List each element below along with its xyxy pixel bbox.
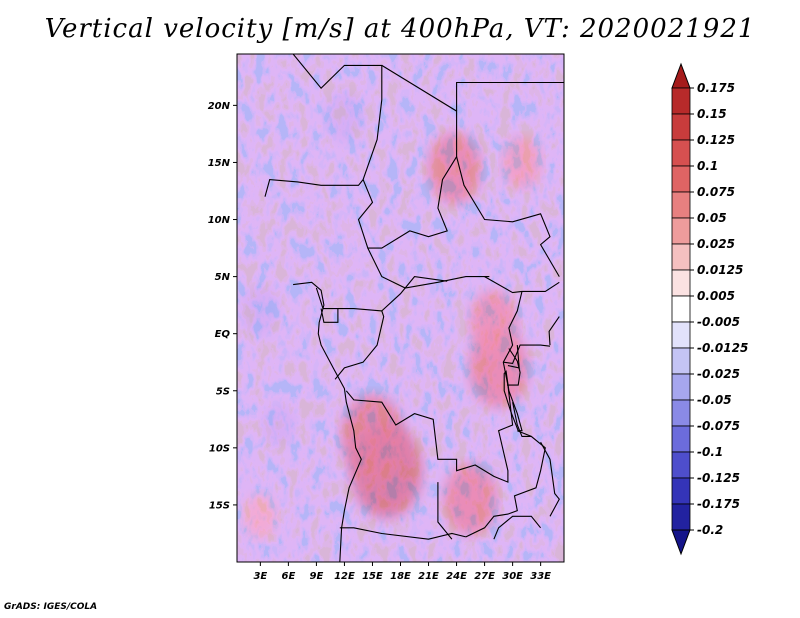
x-tick-label: 30E	[502, 571, 523, 582]
border-line	[381, 276, 448, 312]
colorbar-swatch	[671, 503, 691, 531]
colorbar-swatch	[671, 87, 691, 115]
y-tick-label: 10S	[209, 443, 230, 454]
colorbar-swatch	[671, 425, 691, 453]
border-line	[315, 287, 385, 380]
colorbar-label: -0.075	[697, 419, 740, 433]
colorbar-swatch	[671, 165, 691, 193]
border-line	[456, 156, 560, 277]
colorbar-label: -0.0125	[697, 341, 748, 355]
border-line	[548, 316, 560, 346]
colorbar-label: -0.005	[697, 315, 740, 329]
colorbar-swatch	[671, 321, 691, 349]
colorbar-label: 0.15	[697, 107, 727, 121]
colorbar-label: 0.025	[697, 237, 735, 251]
border-line	[367, 247, 490, 289]
x-axis: 3E 6E 9E 12E 15E 18E 21E 24E 27E 30E 33E	[253, 562, 551, 582]
border-line	[345, 291, 523, 483]
colorbar-swatch	[671, 139, 691, 167]
colorbar-swatch	[671, 399, 691, 427]
colorbar-swatch	[671, 295, 691, 323]
border-line	[493, 515, 542, 540]
y-tick-label: 15N	[208, 158, 231, 169]
y-tick-label: EQ	[215, 329, 231, 340]
y-tick-label: 15S	[209, 500, 230, 511]
border-line	[540, 441, 560, 517]
plot-area	[237, 54, 564, 562]
colorbar-label: 0.005	[697, 289, 735, 303]
x-tick-label: 6E	[281, 571, 295, 582]
footer-credit: GrADS: IGES/COLA	[4, 602, 98, 612]
colorbar-label: 0.1	[697, 159, 718, 173]
colorbar-label: -0.175	[697, 497, 740, 511]
colorbar-label: -0.125	[697, 471, 740, 485]
chart-title: Vertical velocity [m/s] at 400hPa, VT: 2…	[44, 14, 756, 44]
colorbar-label: 0.175	[697, 81, 735, 95]
border-line	[320, 308, 339, 323]
colorbar-label: 0.05	[697, 211, 727, 225]
colorbar-label: 0.075	[697, 185, 735, 199]
x-tick-label: 24E	[446, 571, 467, 582]
colorbar-swatch	[671, 529, 691, 556]
y-tick-label: 10N	[208, 215, 231, 226]
colorbar-swatch	[671, 217, 691, 245]
colorbar-label: -0.2	[697, 523, 723, 537]
x-tick-label: 15E	[362, 571, 383, 582]
x-tick-label: 12E	[334, 571, 355, 582]
lake-outline	[503, 370, 523, 432]
colorbar-swatch	[671, 477, 691, 505]
x-tick-label: 3E	[253, 571, 267, 582]
colorbar-swatch	[671, 373, 691, 401]
colorbar-swatch	[671, 451, 691, 479]
x-tick-label: 21E	[418, 571, 439, 582]
colorbar-swatch	[671, 269, 691, 297]
border-line	[339, 527, 467, 540]
field-noise	[237, 54, 564, 562]
coastline	[293, 281, 362, 562]
x-tick-label: 18E	[390, 571, 411, 582]
colorbar-swatch	[671, 347, 691, 375]
colorbar-label: 0.0125	[697, 263, 743, 277]
colorbar-swatch	[671, 113, 691, 141]
colorbar-label: -0.1	[697, 445, 723, 459]
colorbar-swatch	[671, 243, 691, 271]
colorbar-label: 0.125	[697, 133, 735, 147]
y-tick-label: 20N	[208, 101, 231, 112]
border-line	[507, 345, 520, 369]
colorbar-swatch	[671, 191, 691, 219]
border-line	[456, 81, 564, 112]
y-tick-label: 5N	[215, 272, 231, 283]
y-tick-label: 5S	[216, 386, 230, 397]
border-line	[437, 482, 453, 540]
border-line	[503, 344, 551, 364]
border-line	[507, 348, 521, 386]
colorbar: 0.175 0.15 0.125 0.1 0.075 0.05 0.025 0.0125 0.0…	[671, 62, 748, 556]
x-tick-label: 9E	[310, 571, 324, 582]
x-tick-label: 33E	[530, 571, 551, 582]
y-axis: 20N 15N 10N 5N EQ 5S 10S 15S	[208, 101, 237, 511]
colorbar-label: -0.05	[697, 393, 732, 407]
colorbar-swatch	[671, 62, 691, 89]
country-borders	[264, 54, 564, 562]
colorbar-label: -0.025	[697, 367, 740, 381]
border-line	[465, 430, 546, 538]
x-tick-label: 27E	[474, 571, 495, 582]
